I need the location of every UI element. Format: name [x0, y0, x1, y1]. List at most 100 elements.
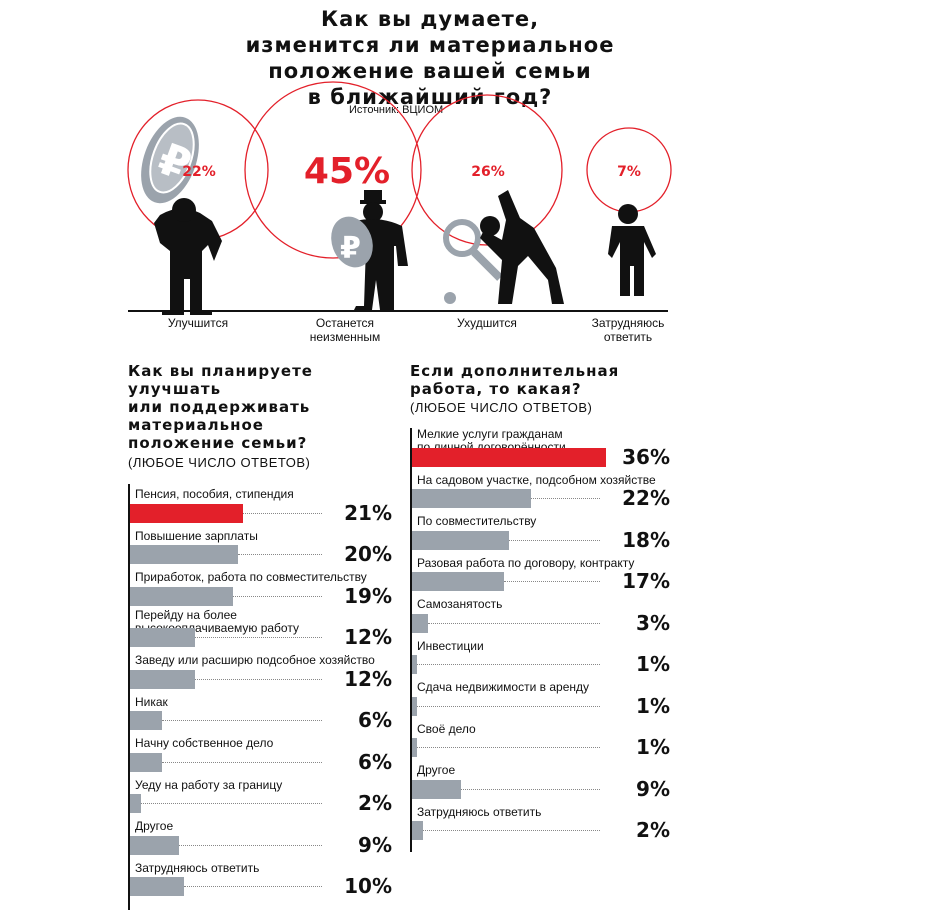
- bar-row: Уеду на работу за границу 2%: [130, 775, 392, 817]
- bar-value-label: 10%: [344, 874, 392, 898]
- bar-guide-line: [428, 622, 600, 624]
- category-label-line: ответить: [603, 330, 653, 344]
- bar-category-label-line: По совместительству: [417, 514, 537, 528]
- bar-category-label-line: Никак: [135, 694, 168, 709]
- bar-category-label-line: Своё дело: [417, 721, 476, 736]
- category-label: Улучшится: [167, 316, 229, 330]
- bar-row: Перейду на более высокооплачиваемую работ…: [130, 608, 392, 651]
- bar-value-label: 20%: [344, 542, 392, 566]
- bar-guide-line: [509, 539, 600, 541]
- page-title: Как вы думаете, изменится ли материально…: [150, 6, 710, 110]
- bar: [130, 711, 163, 730]
- bar-category-label-line: На садовом участке, подсобном хозяйстве: [417, 472, 656, 487]
- bar-category-label: Затрудняюсь ответить: [417, 804, 542, 819]
- title-line: в ближайший год?: [307, 85, 553, 109]
- bar-guide-line: [162, 761, 322, 763]
- bar-row: По совместительству 18%: [412, 511, 670, 553]
- bar-category-label: Никак: [135, 694, 168, 709]
- bar-category-label-line: Заведу или расширю подсобное хозяйство: [135, 653, 375, 667]
- bar-category-label-line: Мелкие услуги гражданам: [417, 427, 563, 441]
- bar-category-label: Другое: [135, 820, 173, 833]
- bar-value-label: 6%: [358, 749, 392, 774]
- title-line: работа, то какая?: [410, 380, 582, 398]
- bar: [412, 613, 429, 633]
- left-section-title: Как вы планируете улучшать или поддержив…: [128, 362, 313, 452]
- bar-category-label-line: Затрудняюсь ответить: [417, 804, 542, 819]
- bar-row: Мелкие услуги гражданампо личной договор…: [412, 428, 670, 470]
- bar-value-label: 1%: [636, 735, 670, 759]
- bar: [412, 530, 510, 550]
- bar-category-label: Инвестиции: [417, 638, 484, 653]
- right-bar-chart: Мелкие услуги гражданампо личной договор…: [410, 428, 670, 852]
- bar-value-label: 2%: [358, 791, 392, 815]
- bar-category-label-line: Затрудняюсь ответить: [135, 860, 260, 875]
- bar-guide-line: [184, 886, 322, 887]
- bar-value-label: 12%: [344, 666, 392, 691]
- bar-guide-line: [194, 637, 322, 638]
- bar: [412, 696, 418, 716]
- bar-category-label-line: Инвестиции: [417, 638, 484, 653]
- bar-category-label-line: Начну собственное дело: [135, 736, 274, 750]
- bar-category-label-line: Другое: [417, 763, 456, 777]
- left-bar-chart: Пенсия, пособия, стипендия 21% Повышение з…: [128, 484, 392, 910]
- bar-category-label-line: Разовая работа по договору, контракту: [417, 555, 635, 570]
- bar-row: Другое 9%: [130, 816, 392, 858]
- bar-row: Самозанятость 3%: [412, 594, 670, 636]
- bar-row: Инвестиции 1%: [412, 636, 670, 678]
- figure-with-hat-holding-ruble-coin-icon: ₽: [331, 190, 408, 310]
- bar-row: Начну собственное дело 6%: [130, 733, 392, 775]
- bar-value-label: 1%: [636, 693, 670, 718]
- bar-row: На садовом участке, подсобном хозяйстве 2…: [412, 470, 670, 512]
- bar-guide-line: [417, 664, 600, 665]
- bar-value-label: 36%: [622, 444, 670, 469]
- bar: [412, 738, 418, 757]
- bar-guide-line: [503, 581, 600, 582]
- standing-figure-icon: [608, 204, 656, 296]
- title-line: или поддерживать: [128, 398, 311, 416]
- bar-category-label: Начну собственное дело: [135, 737, 273, 750]
- bar-category-label: На садовом участке, подсобном хозяйстве: [417, 472, 656, 487]
- bar-category-label-line: Самозанятость: [417, 597, 503, 611]
- figure-holding-ruble-coin-icon: ₽: [141, 116, 222, 315]
- bar-value-label: 12%: [344, 625, 392, 649]
- bar-row: Затрудняюсь ответить 10%: [130, 858, 392, 900]
- bar-category-label-line: Приработок, работа по совместительству: [135, 570, 367, 584]
- bar-value-label: 21%: [344, 500, 392, 525]
- bar-category-label: Повышение зарплаты: [135, 528, 258, 543]
- bar: [130, 545, 238, 564]
- bar-category-label-line: Другое: [135, 819, 174, 833]
- bar: [130, 628, 195, 647]
- bar: [130, 503, 244, 523]
- category-label: Затрудняюсь ответить: [578, 316, 678, 344]
- category-label-line: Затрудняюсь: [591, 316, 665, 330]
- bar-value-label: 22%: [622, 486, 670, 510]
- bar-category-label: Уеду на работу за границу: [135, 778, 282, 792]
- svg-text:₽: ₽: [340, 231, 361, 266]
- bar-guide-line: [417, 705, 600, 707]
- bar: [412, 779, 461, 799]
- bar-category-label: Заведу или расширю подсобное хозяйство: [135, 654, 375, 667]
- bar-category-label: Сдача недвижимости в аренду: [417, 681, 589, 694]
- bar-row: Разовая работа по договору, контракту 17%: [412, 553, 670, 595]
- title-line: Если дополнительная: [410, 362, 620, 380]
- bar: [412, 489, 531, 508]
- bar-row: Повышение зарплаты 20%: [130, 526, 392, 568]
- bar-guide-line: [194, 678, 322, 680]
- bar-guide-line: [460, 788, 600, 790]
- bar-row: Другое 9%: [412, 760, 670, 802]
- bar-guide-line: [417, 747, 600, 748]
- bar-value-label: 1%: [636, 652, 670, 676]
- bar-value-label: 19%: [344, 583, 392, 608]
- bar-value-label: 9%: [358, 832, 392, 857]
- bar: [412, 821, 423, 840]
- bar-category-label: Другое: [417, 764, 455, 777]
- bar-category-label: Самозанятость: [417, 598, 502, 611]
- bar-row: Затрудняюсь ответить 2%: [412, 802, 670, 844]
- bar-category-label-line: Повышение зарплаты: [135, 528, 258, 543]
- bar: [130, 752, 163, 772]
- bar-category-label: Перейду на более высокооплачиваемую работ…: [135, 608, 299, 635]
- top-bubble-chart: ₽ ₽ 22% 45% 26% 7%: [127, 81, 672, 315]
- category-label-line: неизменным: [309, 330, 381, 344]
- bar-value-label: 17%: [622, 569, 670, 593]
- value-label: 45%: [304, 151, 390, 192]
